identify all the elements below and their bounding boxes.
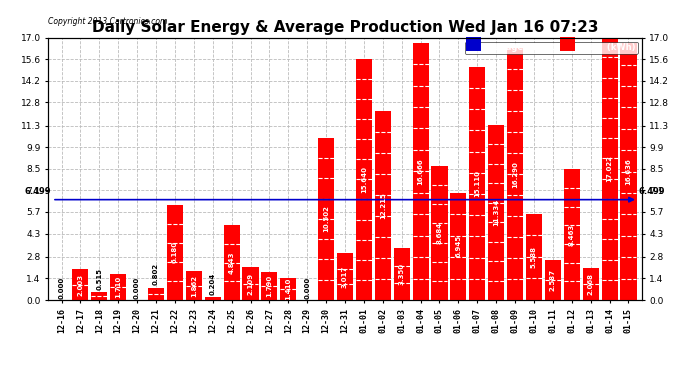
Bar [564,170,580,300]
Text: 16.636: 16.636 [625,158,631,185]
Text: 5.588: 5.588 [531,246,537,268]
Bar [318,138,334,300]
Text: 0.515: 0.515 [97,268,102,290]
Bar [620,43,636,300]
Text: 16.290: 16.290 [512,161,518,188]
Text: 2.109: 2.109 [248,273,253,295]
Text: Copyright 2013 Cartronics.com: Copyright 2013 Cartronics.com [48,17,168,26]
Text: 0.000: 0.000 [59,277,65,299]
Bar [224,225,239,300]
Bar [451,193,466,300]
Text: 12.215: 12.215 [380,192,386,219]
Bar [431,166,448,300]
Text: 8.684: 8.684 [437,222,442,244]
Title: Daily Solar Energy & Average Production Wed Jan 16 07:23: Daily Solar Energy & Average Production … [92,20,598,35]
Text: 1.710: 1.710 [115,276,121,298]
Bar [242,267,259,300]
Text: 6.499: 6.499 [639,187,665,196]
Text: 11.334: 11.334 [493,199,499,226]
Bar [167,205,183,300]
Text: 0.000: 0.000 [304,277,310,299]
Bar [262,272,277,300]
Bar [356,58,372,300]
Text: 8.463: 8.463 [569,224,575,246]
Text: 17.022: 17.022 [607,155,613,182]
Bar [545,260,561,300]
Bar [507,48,523,300]
Text: 0.000: 0.000 [134,277,140,299]
Bar [469,67,485,300]
Text: 0.204: 0.204 [210,272,216,294]
Bar [602,37,618,300]
Text: 4.843: 4.843 [228,251,235,274]
Text: 10.502: 10.502 [323,206,329,232]
Bar [413,43,428,300]
Text: 6.499: 6.499 [25,187,51,196]
Bar [375,111,391,300]
Bar [526,214,542,300]
Text: 3.350: 3.350 [399,263,405,285]
Bar [337,254,353,300]
Bar [394,248,410,300]
Text: 15.640: 15.640 [361,166,367,193]
Bar [488,125,504,300]
Text: 6.945: 6.945 [455,236,462,258]
Bar [91,292,108,300]
Text: 1.862: 1.862 [191,274,197,297]
Text: 2.587: 2.587 [550,269,556,291]
Text: 2.003: 2.003 [77,273,83,296]
Text: 1.790: 1.790 [266,275,273,297]
Bar [110,274,126,300]
Bar [205,297,221,300]
Text: 0.802: 0.802 [153,263,159,285]
Text: 1.410: 1.410 [285,278,291,300]
Bar [582,268,599,300]
Legend: Average  (kWh), Daily  (kWh): Average (kWh), Daily (kWh) [464,42,638,54]
Text: 15.110: 15.110 [474,170,480,197]
Text: 6.180: 6.180 [172,241,178,263]
Text: 16.666: 16.666 [417,158,424,184]
Text: 2.068: 2.068 [588,273,593,295]
Bar [72,269,88,300]
Bar [186,271,202,300]
Bar [148,288,164,300]
Bar [280,278,296,300]
Text: 3.017: 3.017 [342,266,348,288]
